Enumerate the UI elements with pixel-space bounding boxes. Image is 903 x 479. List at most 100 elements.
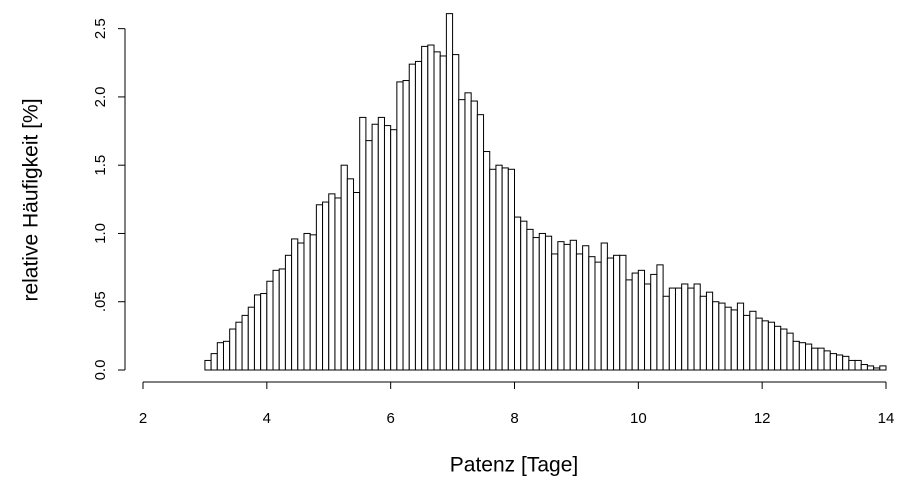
bar bbox=[464, 92, 472, 371]
bar bbox=[315, 204, 324, 371]
bar bbox=[873, 367, 881, 371]
bar bbox=[594, 261, 602, 371]
x-axis-label: Patenz [Tage] bbox=[450, 454, 578, 477]
bar bbox=[613, 254, 621, 371]
bar bbox=[755, 317, 763, 371]
bar bbox=[724, 306, 732, 371]
bar bbox=[514, 216, 522, 371]
bar bbox=[402, 80, 410, 371]
y-tick-label: .05 bbox=[92, 291, 109, 312]
bar bbox=[483, 151, 491, 371]
bar bbox=[322, 201, 330, 371]
bar bbox=[569, 239, 577, 371]
bar bbox=[780, 328, 788, 371]
bar bbox=[272, 269, 280, 371]
bar bbox=[823, 350, 831, 371]
bar bbox=[805, 343, 813, 371]
bar bbox=[390, 129, 398, 371]
bar bbox=[470, 100, 478, 371]
bar bbox=[743, 314, 751, 371]
bar bbox=[291, 238, 299, 371]
bar bbox=[687, 287, 695, 371]
bar bbox=[216, 342, 224, 371]
bar bbox=[637, 269, 646, 371]
bar bbox=[396, 81, 404, 371]
bar bbox=[340, 164, 348, 371]
bar bbox=[235, 321, 243, 371]
bar bbox=[631, 272, 639, 371]
bar bbox=[544, 235, 553, 371]
bar bbox=[495, 164, 503, 371]
bar bbox=[854, 359, 862, 371]
bar bbox=[266, 280, 274, 371]
x-tick-label: 2 bbox=[139, 410, 147, 427]
bar bbox=[835, 354, 844, 371]
bar bbox=[619, 254, 627, 371]
bar bbox=[365, 140, 373, 371]
bar bbox=[377, 116, 385, 371]
bar bbox=[458, 99, 466, 371]
y-tick-label: 2.0 bbox=[92, 86, 109, 107]
x-tick-label: 6 bbox=[386, 410, 394, 427]
y-tick-label: 1.5 bbox=[92, 155, 109, 176]
bar bbox=[507, 168, 515, 371]
bar bbox=[414, 60, 423, 371]
bar bbox=[241, 314, 249, 371]
bar bbox=[866, 365, 875, 371]
bar bbox=[656, 264, 664, 371]
bar bbox=[538, 232, 546, 371]
y-tick-label: 1.0 bbox=[92, 223, 109, 244]
bar bbox=[582, 245, 590, 371]
bar bbox=[433, 51, 441, 371]
y-tick-label: 2.5 bbox=[92, 18, 109, 39]
bar bbox=[829, 353, 837, 371]
bar bbox=[297, 242, 305, 371]
bar bbox=[860, 364, 868, 371]
bar bbox=[532, 237, 540, 371]
bar bbox=[749, 310, 757, 371]
bar bbox=[606, 257, 615, 371]
bar bbox=[668, 287, 676, 371]
x-tick-label: 14 bbox=[878, 410, 895, 427]
bar bbox=[489, 168, 497, 371]
bar bbox=[421, 45, 429, 371]
bar bbox=[736, 302, 745, 371]
bar bbox=[334, 197, 342, 371]
bar bbox=[848, 359, 856, 371]
bar bbox=[674, 287, 683, 371]
bar bbox=[476, 114, 485, 371]
bar bbox=[284, 254, 293, 371]
x-tick-label: 10 bbox=[630, 410, 647, 427]
bar bbox=[718, 302, 726, 371]
bar bbox=[625, 279, 633, 371]
bar bbox=[408, 63, 416, 371]
bar bbox=[650, 273, 658, 371]
x-tick-label: 8 bbox=[510, 410, 518, 427]
bar bbox=[222, 340, 231, 371]
bar bbox=[817, 347, 825, 371]
bar bbox=[588, 256, 596, 371]
bar bbox=[501, 167, 509, 371]
bar bbox=[210, 353, 218, 371]
bar bbox=[353, 192, 361, 371]
bar bbox=[730, 309, 738, 371]
bar bbox=[575, 253, 584, 371]
bar bbox=[563, 243, 571, 371]
bar bbox=[427, 44, 435, 371]
y-tick-label: 0.0 bbox=[92, 360, 109, 381]
bar bbox=[774, 325, 782, 371]
bar bbox=[699, 295, 707, 371]
bar bbox=[278, 268, 286, 371]
bar bbox=[811, 347, 819, 371]
bar bbox=[439, 55, 447, 371]
bar bbox=[705, 291, 714, 371]
bar bbox=[303, 232, 311, 371]
bar bbox=[359, 116, 367, 371]
bar bbox=[309, 234, 317, 371]
bar bbox=[383, 125, 392, 371]
bar bbox=[644, 283, 652, 371]
bar bbox=[681, 283, 689, 371]
bar bbox=[557, 241, 565, 371]
bar bbox=[662, 295, 670, 371]
